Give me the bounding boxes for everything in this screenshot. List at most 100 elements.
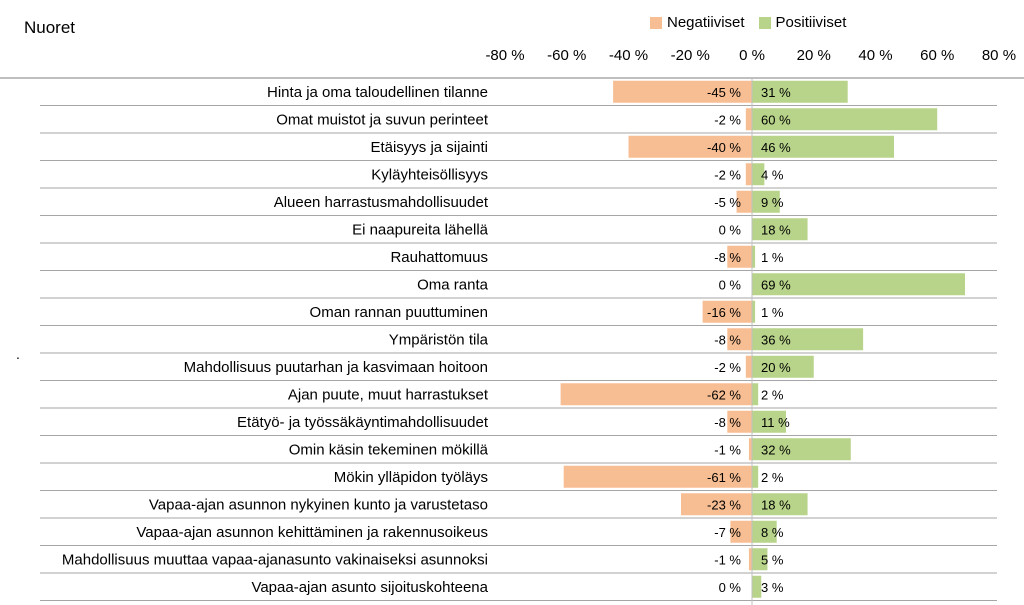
- data-label-negative: -16 %: [707, 305, 741, 320]
- category-label: Omat muistot ja suvun perinteet: [276, 111, 489, 128]
- legend-item-positive: Positiiviset: [758, 14, 847, 31]
- bar-positive: [752, 520, 777, 543]
- legend-swatch-positive: [758, 16, 771, 29]
- x-tick-label: 40 %: [858, 47, 892, 64]
- category-label: Vapaa-ajan asunto sijoituskohteena: [251, 579, 488, 596]
- x-tick-label: -60 %: [547, 47, 586, 64]
- data-label-negative: -40 %: [707, 140, 741, 155]
- bar-positive: [752, 438, 851, 461]
- data-label-positive: 60 %: [761, 112, 791, 127]
- bar-negative: [736, 190, 752, 213]
- bar-positive: [752, 575, 762, 598]
- data-label-negative: -61 %: [707, 470, 741, 485]
- data-label-negative: -62 %: [707, 387, 741, 402]
- data-label-positive: 46 %: [761, 140, 791, 155]
- category-label: Omin käsin tekeminen mökillä: [289, 441, 489, 458]
- data-label-positive: 5 %: [761, 552, 784, 567]
- data-label-positive: 20 %: [761, 360, 791, 375]
- legend-label-negative: Negatiiviset: [667, 14, 745, 31]
- bar-negative: [702, 300, 752, 323]
- bar-positive: [752, 328, 864, 351]
- bar-negative: [748, 438, 752, 461]
- data-label-negative: -2 %: [714, 112, 741, 127]
- bar-positive: [752, 163, 765, 186]
- data-label-negative: -45 %: [707, 85, 741, 100]
- bar-positive: [752, 135, 895, 158]
- bar-positive: [752, 410, 786, 433]
- data-label-negative: -2 %: [714, 360, 741, 375]
- x-tick-label: 80 %: [982, 47, 1016, 64]
- data-label-positive: 32 %: [761, 442, 791, 457]
- category-label: Oman rannan puuttuminen: [310, 304, 488, 321]
- category-label: Vapaa-ajan asunnon kehittäminen ja raken…: [136, 524, 488, 541]
- bar-negative: [748, 548, 752, 571]
- bar-negative: [680, 493, 752, 516]
- data-label-negative: -8 %: [714, 415, 741, 430]
- data-label-negative: -23 %: [707, 497, 741, 512]
- category-label: Hinta ja oma taloudellinen tilanne: [267, 84, 488, 101]
- x-tick-label: -20 %: [671, 47, 710, 64]
- data-label-negative: -8 %: [714, 332, 741, 347]
- stray-mark: .: [16, 346, 20, 362]
- data-label-positive: 1 %: [761, 305, 784, 320]
- category-label: Kyläyhteisöllisyys: [371, 166, 488, 183]
- bar-positive: [752, 190, 780, 213]
- bar-negative: [560, 383, 752, 406]
- category-label: Ympäristön tila: [389, 331, 489, 348]
- bar-positive: [752, 383, 759, 406]
- chart-title: Nuoret: [24, 18, 76, 37]
- bar-positive: [752, 80, 848, 103]
- x-tick-label: -40 %: [609, 47, 648, 64]
- x-tick-label: -80 %: [485, 47, 524, 64]
- data-label-negative: -1 %: [714, 552, 741, 567]
- bar-positive: [752, 300, 756, 323]
- legend-item-negative: Negatiiviset: [650, 14, 745, 31]
- bar-positive: [752, 108, 938, 131]
- x-tick-label: 60 %: [920, 47, 954, 64]
- bar-negative: [727, 328, 752, 351]
- data-label-positive: 4 %: [761, 167, 784, 182]
- category-label: Ajan puute, muut harrastukset: [288, 386, 489, 403]
- data-label-positive: 1 %: [761, 250, 784, 265]
- category-label: Etätyö- ja työssäkäyntimahdollisuudet: [237, 414, 489, 431]
- data-label-positive: 3 %: [761, 580, 784, 595]
- bar-negative: [727, 245, 752, 268]
- category-label: Mahdollisuus muuttaa vapaa-ajanasunto va…: [62, 551, 488, 568]
- data-label-negative: 0 %: [719, 580, 742, 595]
- bar-positive: [752, 273, 966, 296]
- x-tick-label: 0 %: [739, 47, 765, 64]
- data-label-negative: 0 %: [719, 277, 742, 292]
- data-label-positive: 8 %: [761, 525, 784, 540]
- bar-negative: [745, 108, 752, 131]
- data-label-negative: 0 %: [719, 222, 742, 237]
- data-label-negative: -7 %: [714, 525, 741, 540]
- category-label: Rauhattomuus: [390, 249, 488, 266]
- legend-label-positive: Positiiviset: [775, 14, 847, 31]
- data-label-positive: 36 %: [761, 332, 791, 347]
- data-label-positive: 2 %: [761, 470, 784, 485]
- bar-positive: [752, 548, 768, 571]
- category-label: Oma ranta: [417, 276, 489, 293]
- chart-legend: Negatiiviset Positiiviset: [650, 14, 860, 31]
- bar-positive: [752, 245, 756, 268]
- data-label-positive: 18 %: [761, 497, 791, 512]
- data-label-positive: 9 %: [761, 195, 784, 210]
- category-label: Mahdollisuus puutarhan ja kasvimaan hoit…: [184, 359, 488, 376]
- bar-negative: [727, 410, 752, 433]
- bar-positive: [752, 465, 759, 488]
- bar-negative: [613, 80, 752, 103]
- data-label-positive: 11 %: [761, 415, 790, 430]
- data-label-negative: -2 %: [714, 167, 741, 182]
- data-label-negative: -8 %: [714, 250, 741, 265]
- category-label: Ei naapureita lähellä: [352, 221, 489, 238]
- bar-negative: [745, 163, 752, 186]
- legend-swatch-negative: [650, 16, 662, 29]
- x-tick-label: 20 %: [797, 47, 831, 64]
- category-label: Mökin ylläpidon työläys: [334, 469, 488, 486]
- category-label: Alueen harrastusmahdollisuudet: [274, 194, 489, 211]
- data-label-positive: 69 %: [761, 277, 791, 292]
- bar-negative: [628, 135, 752, 158]
- category-label: Etäisyys ja sijainti: [370, 139, 488, 156]
- data-label-negative: -1 %: [714, 442, 741, 457]
